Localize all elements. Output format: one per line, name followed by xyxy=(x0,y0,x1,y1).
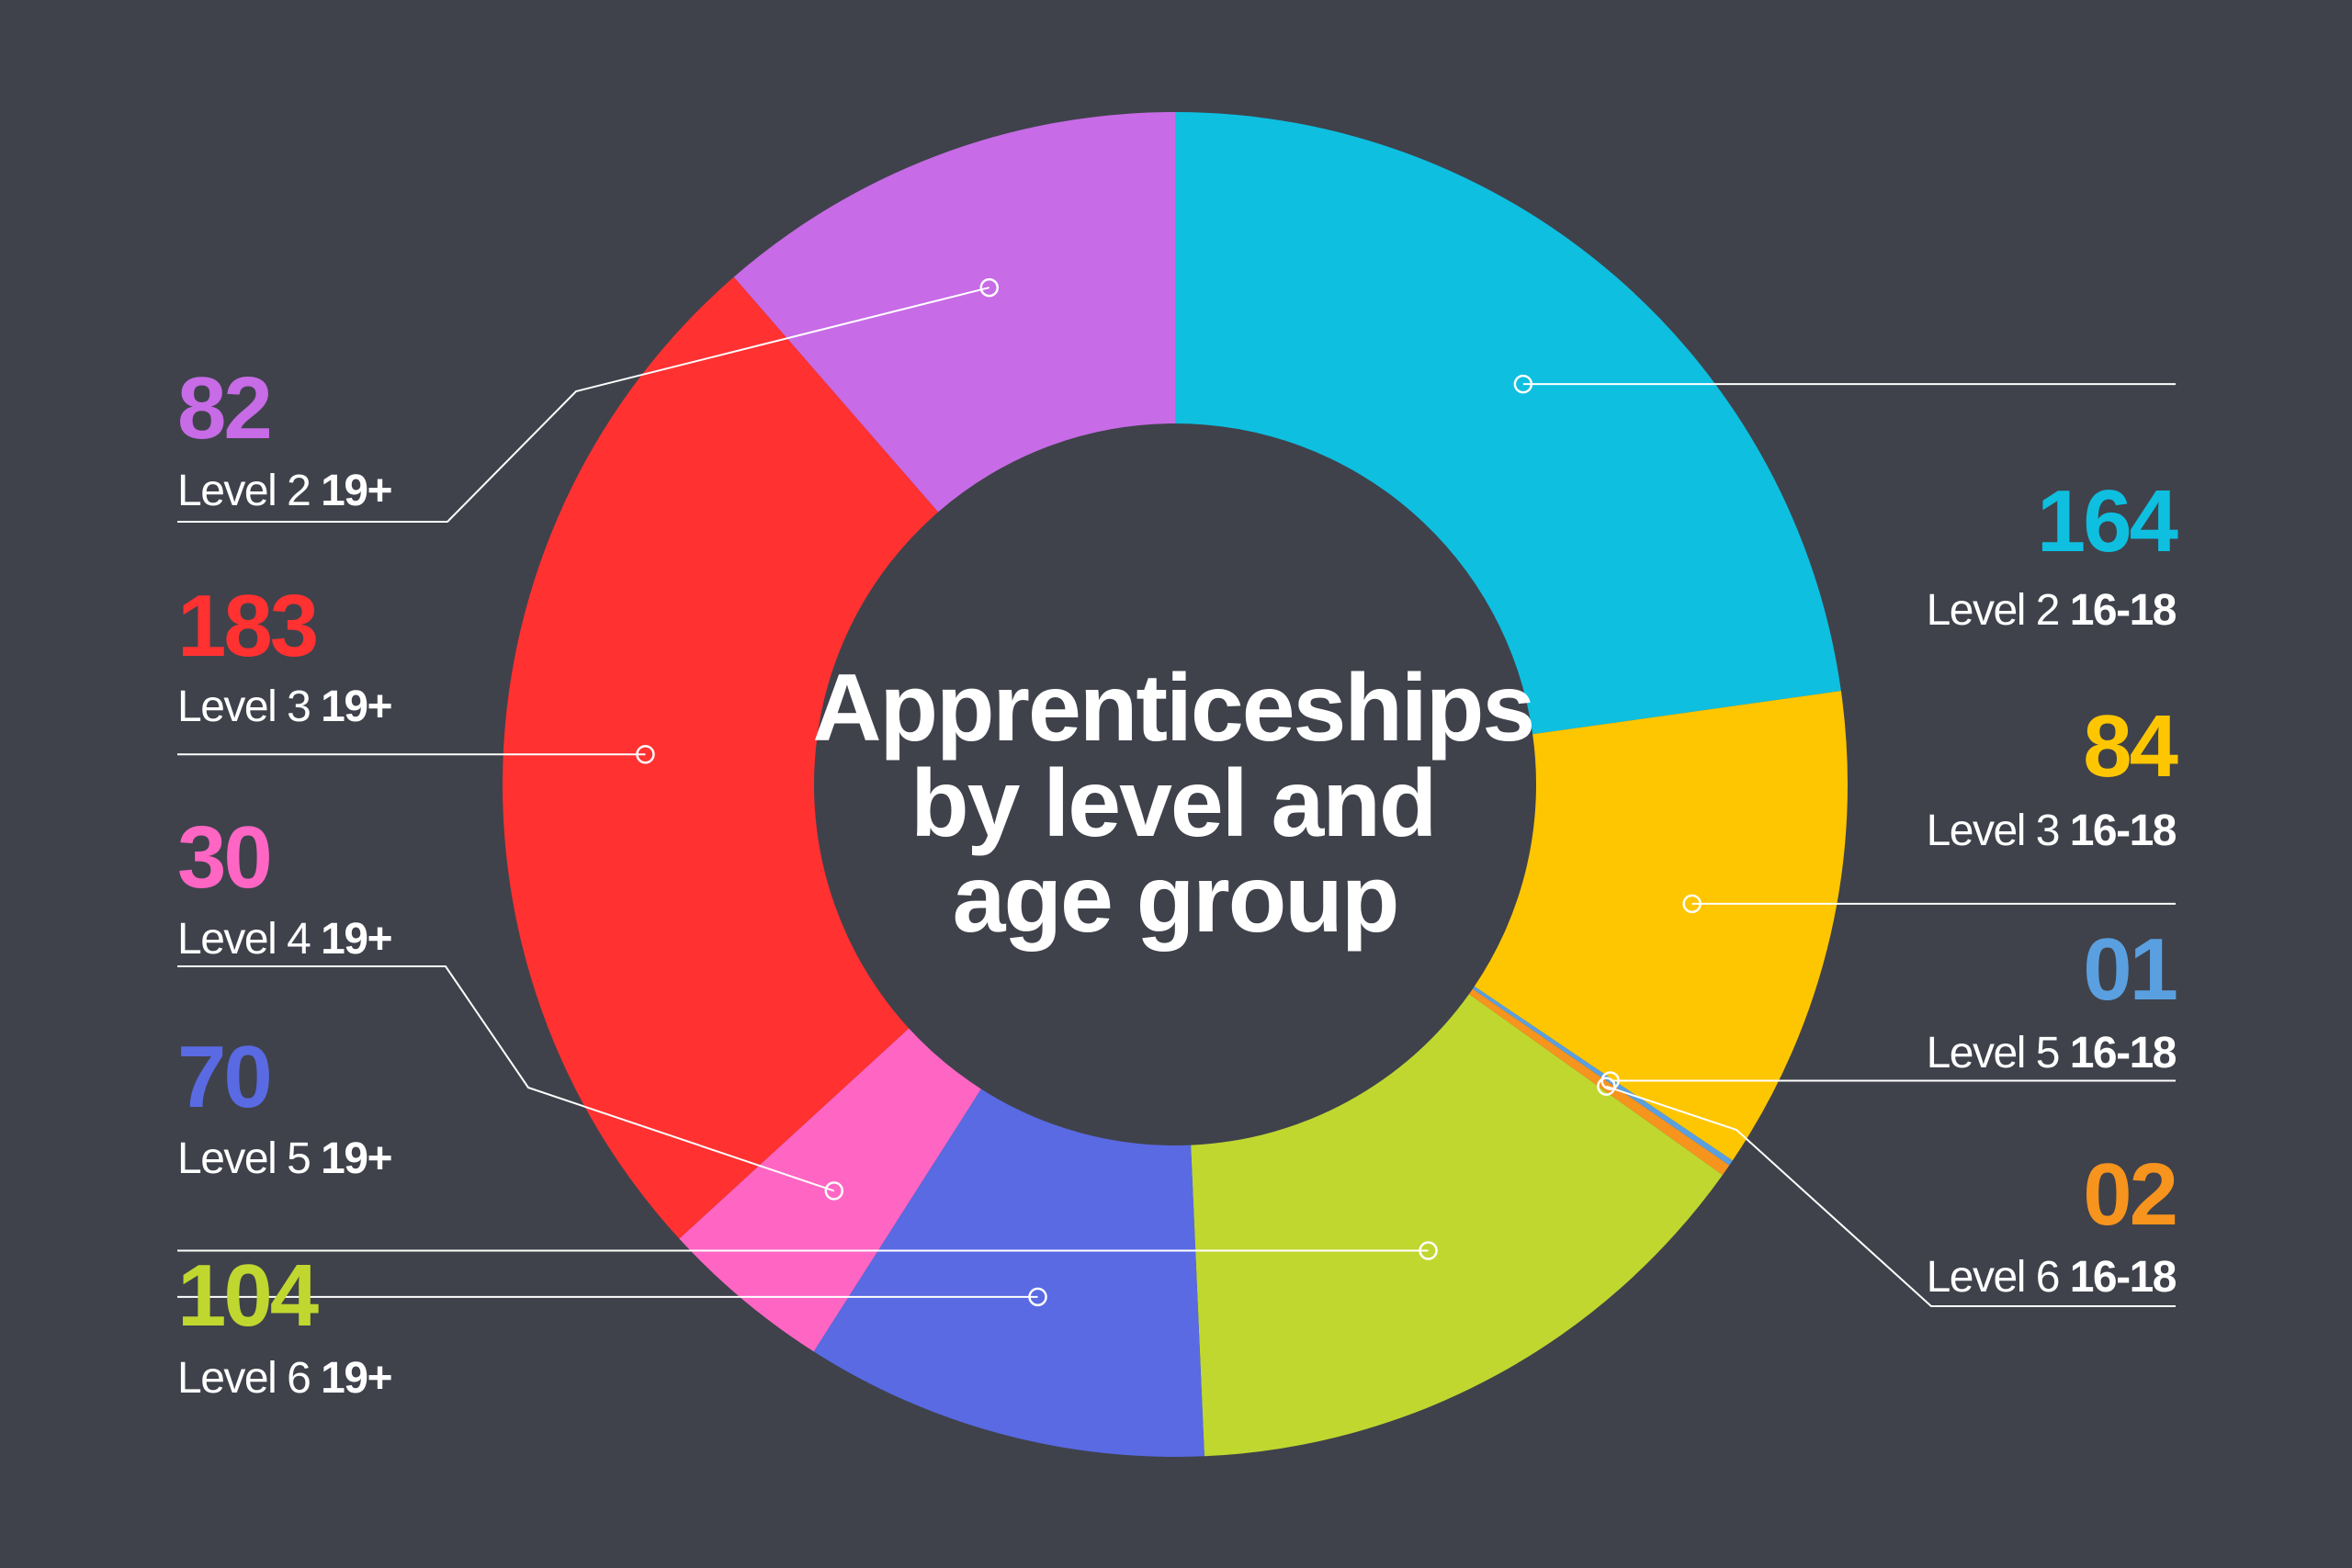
level-text: Level 5 xyxy=(177,1134,321,1183)
value-label-level-6-16-18: 02 xyxy=(2083,1145,2176,1244)
level-text: Level 6 xyxy=(1927,1253,2070,1302)
leader-line-level-6-16-18 xyxy=(1606,1085,2176,1307)
leader-line-level-4-19 xyxy=(177,965,835,1192)
leader-lines xyxy=(177,277,2176,1307)
level-text: Level 5 xyxy=(1927,1029,2070,1077)
leader-marker-level-4-19 xyxy=(824,1181,844,1201)
age-group-text: 19+ xyxy=(321,1354,391,1403)
leader-marker-level-6-19 xyxy=(1419,1241,1438,1260)
level-text: Level 4 xyxy=(177,915,321,964)
leader-marker-level-2-16-18 xyxy=(1513,374,1533,394)
value-label-level-5-16-18: 01 xyxy=(2083,920,2176,1019)
category-label-level-2-19: Level 2 19+ xyxy=(177,467,392,515)
value-label-level-3-19: 183 xyxy=(177,577,316,675)
category-label-level-5-19: Level 5 19+ xyxy=(177,1134,392,1183)
leader-marker-level-6-16-18 xyxy=(1597,1077,1616,1096)
level-text: Level 3 xyxy=(1927,807,2070,855)
slice-labels: 164 Level 2 16-18 84 Level 3 16-18 01 Level 5… xyxy=(177,359,2181,1403)
age-group-text: 19+ xyxy=(321,1134,391,1183)
category-label-level-2-16-18: Level 2 16-18 xyxy=(1927,586,2177,635)
chart-title-line-3: age group xyxy=(953,846,1398,953)
value-label-level-4-19: 30 xyxy=(177,808,270,907)
value-label-level-3-16-18: 84 xyxy=(2083,697,2177,795)
category-label-level-6-16-18: Level 6 16-18 xyxy=(1927,1253,2177,1302)
value-label-level-2-16-18: 164 xyxy=(2037,472,2178,570)
chart-title-line-1: Apprenticeships xyxy=(812,655,1533,761)
age-group-text: 16-18 xyxy=(2070,1029,2177,1077)
leader-marker-level-3-19 xyxy=(636,745,655,764)
slice-level-3-16-18 xyxy=(1474,691,1848,1161)
leader-line-level-2-19 xyxy=(177,287,989,523)
slice-level-5-19 xyxy=(813,1089,1204,1457)
category-label-level-5-16-18: Level 5 16-18 xyxy=(1927,1029,2177,1077)
age-group-text: 19+ xyxy=(321,915,391,964)
leader-marker-level-5-19 xyxy=(1028,1287,1047,1307)
value-label-level-2-19: 82 xyxy=(177,359,270,457)
level-text: Level 2 xyxy=(177,467,321,515)
slice-level-6-19 xyxy=(1191,994,1723,1457)
category-label-level-3-16-18: Level 3 16-18 xyxy=(1927,807,2177,855)
age-group-text: 19+ xyxy=(321,682,391,731)
slice-level-2-19 xyxy=(733,112,1175,513)
level-text: Level 2 xyxy=(1927,586,2070,635)
leader-marker-level-3-16-18 xyxy=(1682,894,1702,914)
category-label-level-4-19: Level 4 19+ xyxy=(177,915,392,964)
level-text: Level 6 xyxy=(177,1354,321,1403)
value-label-level-5-19: 70 xyxy=(177,1028,270,1126)
slice-level-2-16-18 xyxy=(1175,112,1841,735)
chart-title-line-2: by level and xyxy=(910,750,1435,857)
value-label-level-6-19: 104 xyxy=(177,1247,319,1345)
age-group-text: 16-18 xyxy=(2070,1253,2177,1302)
age-group-text: 16-18 xyxy=(2070,807,2177,855)
category-label-level-3-19: Level 3 19+ xyxy=(177,682,392,731)
leader-marker-level-2-19 xyxy=(979,277,1000,298)
age-group-text: 19+ xyxy=(321,467,391,515)
category-label-level-6-19: Level 6 19+ xyxy=(177,1354,392,1403)
slice-level-3-19 xyxy=(503,276,939,1239)
level-text: Level 3 xyxy=(177,682,321,731)
chart-title: Apprenticeships by level and age group xyxy=(812,655,1537,953)
age-group-text: 16-18 xyxy=(2070,586,2177,635)
